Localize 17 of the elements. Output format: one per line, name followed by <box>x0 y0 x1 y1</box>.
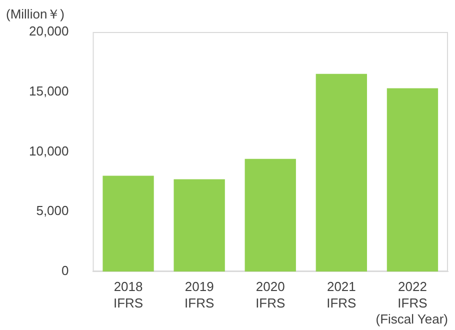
bar <box>102 176 154 272</box>
y-tick-label: 20,000 <box>28 24 69 39</box>
x-tick-label: 2018 IFRS <box>113 279 144 310</box>
x-tick-label: 2019 IFRS <box>184 279 214 310</box>
bar <box>244 158 296 272</box>
x-tick-label: 2021 IFRS <box>326 279 357 310</box>
x-axis-title: (Fiscal Year) <box>376 312 448 327</box>
y-axis-title: (Million￥) <box>6 6 64 22</box>
y-tick-label: 5,000 <box>36 203 69 218</box>
y-tick-label: 0 <box>62 263 69 278</box>
bar <box>386 88 438 272</box>
y-tick-label: 10,000 <box>28 143 69 158</box>
y-tick-label: 15,000 <box>28 83 69 98</box>
bar <box>316 74 368 272</box>
x-tick-label: 2022 IFRS <box>398 279 428 310</box>
x-tick-label: 2020 IFRS <box>256 279 286 310</box>
bar <box>174 179 225 272</box>
